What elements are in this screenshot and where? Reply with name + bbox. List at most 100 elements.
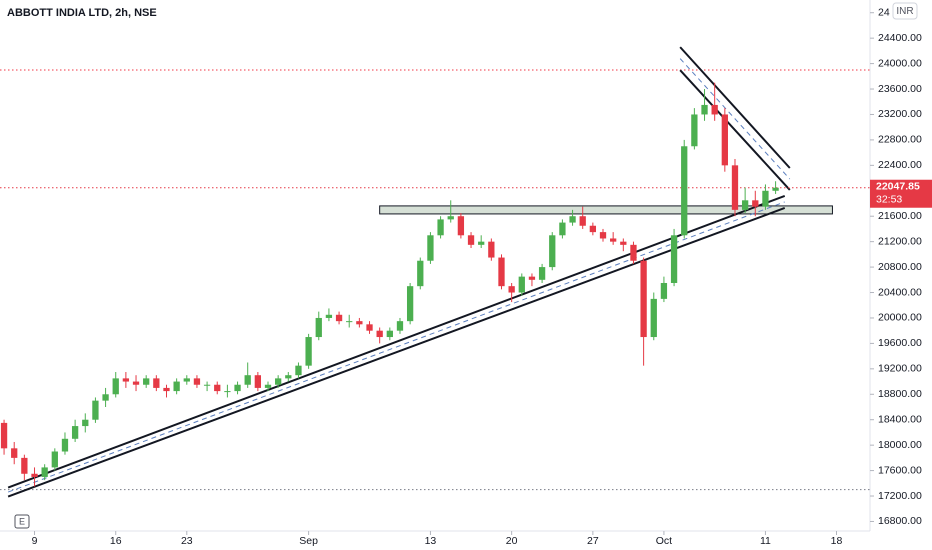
y-tick-label: 23200.00 [878, 108, 922, 120]
y-tick-label: 20800.00 [878, 261, 922, 273]
candle-body [92, 400, 99, 420]
candle-body [325, 314, 333, 318]
candle-body [193, 378, 201, 385]
y-tick-label: 23600.00 [878, 83, 922, 95]
candle-body [143, 378, 150, 385]
candle-body [335, 314, 343, 322]
x-tick-label: Oct [656, 535, 672, 547]
candle-body [589, 225, 597, 233]
currency-label: INR [896, 6, 913, 17]
candle-body [701, 104, 708, 115]
candle-body [772, 187, 779, 191]
candle-body [731, 165, 739, 210]
candle-body [427, 235, 434, 261]
candle-body [437, 219, 444, 236]
y-tick-label: 18000.00 [878, 439, 922, 451]
y-tick-label: 24000.00 [878, 57, 922, 69]
candle-body [457, 216, 465, 236]
last-price-box [870, 179, 932, 208]
candle-body [254, 375, 261, 388]
zone [379, 205, 833, 215]
candle-body [691, 114, 698, 147]
chart-title: ABBOTT INDIA LTD, 2h, NSE [7, 7, 157, 19]
candle-body [315, 317, 322, 338]
candle-body [112, 378, 119, 395]
candle-body [11, 448, 18, 458]
events-icon-letter: E [19, 516, 25, 526]
candle-body [275, 378, 282, 385]
y-tick-label: 24400.00 [878, 32, 922, 44]
candle-body [579, 216, 586, 226]
y-tick-label: 22400.00 [878, 159, 922, 171]
y-tick-label: 18800.00 [878, 388, 922, 400]
currency-badge[interactable] [892, 2, 918, 20]
y-tick-label: 24 [878, 6, 890, 18]
x-tick-label: 9 [32, 535, 38, 547]
candle-body [61, 438, 69, 452]
candle-body [711, 104, 718, 115]
y-tick-label: 17200.00 [878, 490, 922, 502]
candle-body [396, 321, 404, 331]
candle-body [183, 378, 190, 382]
candle-body [356, 321, 363, 325]
candle-body [224, 391, 231, 393]
candle-body [721, 114, 728, 166]
candle-body [82, 419, 89, 427]
candle-body [406, 286, 414, 322]
events-icon[interactable] [14, 514, 30, 529]
candle-body [386, 330, 393, 338]
candle-body [31, 473, 38, 477]
candle-body [498, 257, 505, 287]
candle-body [71, 426, 79, 439]
candle-body [670, 235, 678, 283]
x-tick-label: 16 [110, 535, 122, 547]
candle-body [21, 457, 28, 474]
drawings [0, 46, 870, 498]
y-tick-label: 19200.00 [878, 363, 922, 375]
candle-body [467, 235, 475, 245]
candle-body [681, 146, 688, 236]
trendline [679, 58, 791, 180]
y-tick-label: 22800.00 [878, 134, 922, 146]
y-tick-label: 20000.00 [878, 312, 922, 324]
x-tick-label: 23 [181, 535, 193, 547]
candle-body [173, 381, 180, 392]
y-tick-label: 20400.00 [878, 286, 922, 298]
candle-body [508, 286, 515, 293]
y-tick-label: 17600.00 [878, 464, 922, 476]
candle-body [153, 378, 160, 388]
y-tick-label: 18400.00 [878, 413, 922, 425]
candle-body [305, 337, 312, 366]
candle-body [518, 276, 525, 293]
candle-body [264, 384, 272, 388]
candle-body [163, 387, 170, 392]
candle-body [610, 238, 617, 242]
x-tick-label: 13 [425, 535, 437, 547]
axes: 16800.00 17200.00 17600.00 18000.00 18400.00… [32, 6, 932, 547]
candle-body [214, 384, 221, 392]
candle-body [620, 241, 627, 245]
candle-body [234, 384, 241, 392]
candle-body [203, 384, 211, 386]
candle-body [559, 222, 566, 236]
candle-body [599, 232, 607, 239]
trendline [7, 201, 785, 493]
y-tick-label: 19600.00 [878, 337, 922, 349]
trendline [7, 207, 786, 498]
candle-body [366, 324, 373, 331]
candle-body [244, 375, 251, 385]
candle-body [41, 467, 48, 477]
candle-body [528, 276, 536, 280]
y-tick-label: 16800.00 [878, 515, 922, 527]
candle-body [741, 200, 749, 210]
x-tick-label: 20 [506, 535, 518, 547]
candle-body [417, 260, 424, 287]
candle-body [569, 216, 576, 223]
candle-body [376, 330, 383, 338]
y-tick-label: 21600.00 [878, 210, 922, 222]
last-price-label: 22047.85 [876, 181, 920, 193]
candle-body [762, 190, 769, 207]
trendline [7, 194, 786, 489]
